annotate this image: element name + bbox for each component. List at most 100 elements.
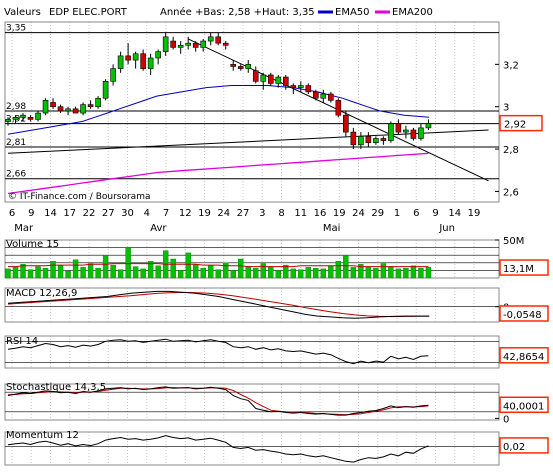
macd-frame <box>4 287 500 323</box>
price-right-tick-label: 2,6 <box>503 187 519 198</box>
volume-bar <box>140 268 146 279</box>
x-tick-label: 14 <box>44 208 57 219</box>
volume-bar <box>110 264 116 279</box>
volume-bar <box>410 265 417 279</box>
macd-current-label: -0,0548 <box>503 310 542 321</box>
rsi-frame <box>4 335 500 369</box>
symbol-title: EDP ELEC.PORT <box>49 7 128 18</box>
volume-bar <box>80 267 86 279</box>
candle-body <box>252 70 259 82</box>
candle-body <box>410 129 417 139</box>
candle-body <box>207 36 214 42</box>
candle-body <box>132 53 139 61</box>
candle-body <box>267 74 274 84</box>
volume-bar <box>117 269 124 279</box>
candle-body <box>170 40 176 48</box>
volume-bar <box>12 267 19 279</box>
price-level-label: 3,35 <box>6 24 26 34</box>
volume-bar <box>50 261 56 279</box>
x-tick-label: 29 <box>371 208 384 219</box>
candle-body <box>290 85 297 88</box>
candle-body <box>57 106 64 112</box>
candle-body <box>215 36 222 44</box>
candle-body <box>260 74 267 82</box>
momentum-frame <box>4 431 500 466</box>
volume-bar <box>425 267 432 279</box>
volume-bar <box>253 267 259 279</box>
volume-bar <box>358 264 364 279</box>
price-panel: 3,352,982,922,812,663,232,82,62,92 <box>4 21 543 203</box>
ema200-line <box>7 152 429 195</box>
candle-body <box>343 114 349 133</box>
volume-panel-title: Volume 15 <box>6 239 59 250</box>
volume-bar <box>343 254 349 279</box>
candle-body <box>102 80 109 99</box>
x-tick-label: 17 <box>63 208 76 219</box>
volume-bar <box>320 268 327 279</box>
candle-body <box>27 116 34 120</box>
x-tick-label: 19 <box>333 208 346 219</box>
volume-bar <box>268 267 274 279</box>
momentum-line <box>7 435 429 463</box>
ema50-legend-label: EMA50 <box>335 7 370 18</box>
x-tick-label: 6 <box>9 208 15 219</box>
macd-panel-title: MACD 12,26,9 <box>6 288 77 299</box>
x-tick-label: 27 <box>237 208 250 219</box>
price-level-label: 2,66 <box>6 170 26 180</box>
candle-body <box>373 138 379 144</box>
x-month-label: Avr <box>150 223 167 234</box>
price-level-label: 2,98 <box>6 102 26 112</box>
volume-bar <box>72 259 79 279</box>
candle-body <box>147 57 154 69</box>
candle-body <box>222 42 229 46</box>
candle-body <box>50 102 56 108</box>
volume-bar <box>380 263 387 279</box>
stochastic-k-line <box>7 386 429 416</box>
x-month-label: Mar <box>14 223 34 234</box>
candle-body <box>200 40 206 48</box>
price-level-label: 2,81 <box>6 138 26 148</box>
price-right-tick-label: 2,8 <box>503 145 519 156</box>
candle-body <box>65 108 71 112</box>
volume-bar <box>125 247 131 279</box>
candle-body <box>425 123 432 129</box>
candle-body <box>403 129 409 133</box>
volume-bar <box>290 268 296 279</box>
rsi-line <box>7 338 429 365</box>
candle-body <box>140 53 146 69</box>
volume-bar <box>418 267 424 279</box>
volume-bar <box>388 266 394 279</box>
candle-body <box>313 91 319 99</box>
volume-bar <box>298 269 304 279</box>
candle-body <box>365 136 372 144</box>
candle-body <box>162 36 169 52</box>
volume-bar <box>87 263 94 279</box>
candle-body <box>237 66 244 69</box>
x-tick-label: 30 <box>121 208 134 219</box>
candle-body <box>20 114 26 118</box>
candle-body <box>305 85 312 93</box>
candle-body <box>185 42 191 46</box>
x-tick-label: 19 <box>468 208 481 219</box>
candle-body <box>245 64 252 69</box>
candle-body <box>320 93 327 99</box>
volume-bar <box>200 267 206 279</box>
volume-bar <box>365 267 372 279</box>
volume-bar <box>35 266 41 279</box>
candle-body <box>42 100 49 114</box>
volume-current-label: 13,1M <box>503 264 534 275</box>
candle-body <box>350 131 357 146</box>
current-price-box <box>499 114 543 132</box>
candle-body <box>155 51 161 59</box>
candle-body <box>328 93 334 101</box>
candle-body <box>388 123 394 141</box>
rsi-current-label: 42,8654 <box>503 352 544 363</box>
ema50-line <box>7 85 430 135</box>
volume-bar <box>155 265 161 279</box>
volume-bar <box>5 268 11 279</box>
volume-bar <box>95 267 101 279</box>
volume-bar <box>238 258 244 279</box>
x-tick-label: 8 <box>278 208 284 219</box>
